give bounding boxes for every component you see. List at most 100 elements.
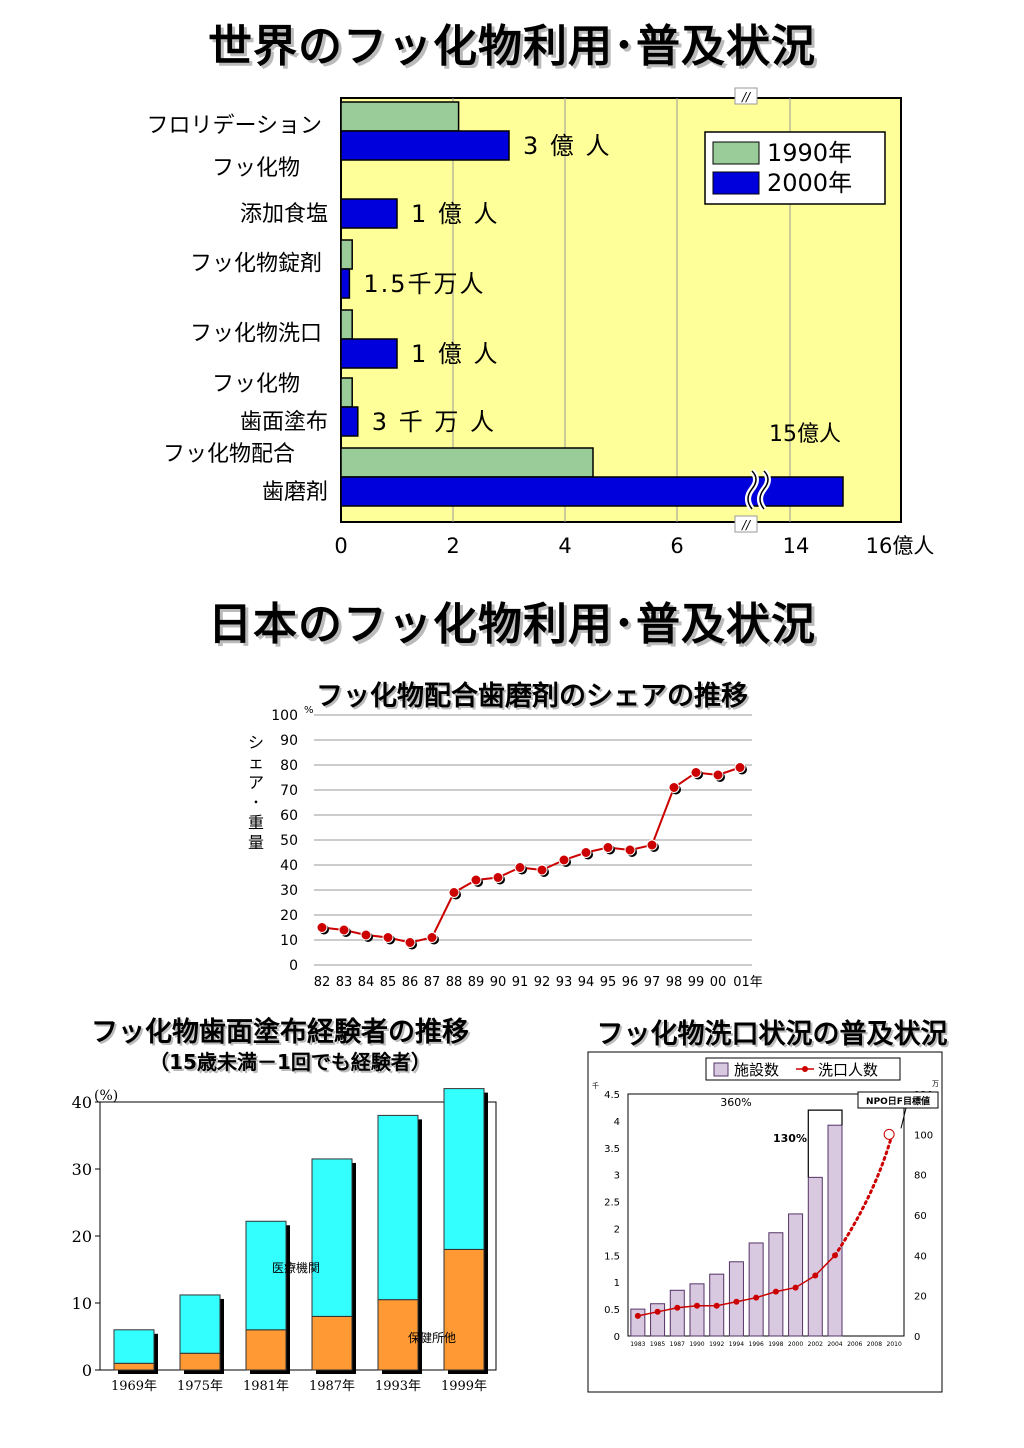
x-tick-label: 84	[358, 975, 375, 990]
bar-medical-institution	[113, 1329, 155, 1364]
category-label: フロリデーション	[146, 114, 322, 139]
bar-medical-institution	[443, 1088, 485, 1250]
x-tick-label: 1994	[729, 1341, 744, 1348]
participant-point	[694, 1302, 700, 1309]
bar-1990	[340, 101, 460, 132]
y-tick-label: 90	[280, 733, 298, 749]
x-tick-label: 01年	[733, 975, 763, 990]
bar-medical-institution	[179, 1294, 221, 1354]
legend-swatch	[712, 171, 760, 195]
y-tick-label: 30	[72, 1160, 92, 1179]
left-tick-label: 4	[614, 1117, 620, 1128]
bar-medical-institution	[377, 1114, 419, 1301]
category-label: 歯面塗布	[240, 410, 328, 435]
y-tick-label: 40	[72, 1093, 92, 1112]
category-label: フッ化物	[212, 372, 300, 397]
left-tick-label: 1.5	[604, 1251, 620, 1262]
right-tick-label: 40	[914, 1251, 927, 1262]
y-tick-label: 20	[280, 908, 298, 924]
axis-break-label-top: //	[741, 90, 752, 104]
x-tick-label: 83	[336, 975, 353, 990]
annotation-130: 130%	[773, 1132, 807, 1145]
participant-point	[674, 1304, 681, 1311]
legend-swatch-point	[802, 1066, 808, 1072]
mouthrinse-combo-chart: 00.511.522.533.544.5020406080100120千万198…	[587, 1051, 943, 1393]
facility-bar	[669, 1289, 685, 1337]
left-tick-label: 1	[614, 1278, 620, 1289]
data-point	[646, 839, 658, 851]
x-tick-label: 87	[424, 975, 441, 990]
plot-area	[99, 1101, 497, 1371]
data-point	[316, 922, 328, 933]
x-tick-label: 1985	[650, 1341, 665, 1348]
y-tick-label: 100	[271, 708, 298, 724]
y-tick-label: 60	[280, 808, 298, 824]
data-point	[470, 874, 482, 886]
data-label: 1 億 人	[411, 200, 500, 228]
x-tick-label: 6	[670, 534, 683, 558]
page-title-japan: 日本のフッ化物利用･普及状況	[208, 599, 816, 650]
facility-bar	[788, 1213, 804, 1337]
topical-application-stacked-bar-chart: 0 10 20 30 40 (%) 1969年 1975年 1981年 1987年 1993年 199…	[72, 1088, 497, 1394]
participant-point	[733, 1298, 740, 1305]
x-tick-label: 1987	[670, 1341, 685, 1348]
category-label: フッ化物	[212, 156, 300, 181]
x-tick-label: 2010	[887, 1341, 902, 1348]
data-point	[382, 932, 394, 943]
bar-health-center	[311, 1315, 353, 1371]
participant-point	[772, 1288, 779, 1295]
x-tick-label: 1993年	[375, 1379, 421, 1394]
data-point	[536, 864, 548, 876]
facility-bar	[748, 1242, 764, 1337]
left-tick-label: 2.5	[604, 1198, 620, 1209]
left-tick-label: 4.5	[604, 1090, 620, 1101]
x-tick-label: 14	[783, 534, 810, 558]
x-tick-label: 2	[446, 534, 459, 558]
x-tick-label: 1983	[630, 1341, 645, 1348]
target-marker	[883, 1128, 895, 1140]
category-label: 歯磨剤	[262, 480, 328, 505]
x-tick-label: 93	[556, 975, 573, 990]
y-tick-label: 0	[289, 958, 298, 974]
y-axis-label: シェア･重量	[248, 733, 264, 852]
y-tick-label: 10	[72, 1294, 92, 1313]
data-point	[580, 847, 592, 858]
participant-point	[812, 1272, 819, 1279]
legend-swatch	[712, 141, 760, 165]
x-tick-label: 2006	[847, 1341, 862, 1348]
y-tick-label: 80	[280, 758, 298, 774]
bar-1990	[340, 377, 353, 408]
series-label: 保健所他	[408, 1331, 456, 1345]
category-label: 添加食塩	[240, 202, 328, 227]
bar-health-center	[443, 1248, 485, 1371]
bar-2000	[340, 406, 359, 437]
data-point	[668, 782, 680, 793]
x-tick-label: 96	[622, 975, 639, 990]
growth-bracket	[807, 1109, 843, 1178]
axis-break-marker-top	[734, 87, 758, 105]
left-tick-label: 3	[614, 1171, 620, 1182]
bar-health-center	[245, 1329, 287, 1371]
x-tick-label: 2004	[827, 1341, 842, 1348]
y-tick-label: 40	[280, 858, 298, 874]
right-tick-label: 20	[914, 1292, 927, 1303]
y-tick-label: 70	[280, 783, 298, 799]
x-tick-label: 2000	[788, 1341, 803, 1348]
data-point	[624, 844, 636, 856]
x-tick-label: 82	[314, 975, 331, 990]
left-tick-label: 0	[614, 1332, 620, 1343]
category-label: フッ化物配合	[163, 442, 295, 467]
left-tick-label: 0.5	[604, 1305, 620, 1316]
right-tick-label: 80	[914, 1171, 927, 1182]
axis-break-label-bottom: //	[741, 518, 752, 532]
projection-dotted-line	[833, 1132, 894, 1257]
right-tick-label: 100	[914, 1130, 933, 1141]
data-point	[690, 767, 702, 778]
x-tick-label: 1996	[749, 1341, 764, 1348]
bar-1990	[340, 309, 353, 340]
topical-application-chart-subtitle: （15歳未満－1回でも経験者）	[149, 1050, 431, 1074]
data-point	[426, 932, 438, 943]
facility-bar	[827, 1124, 843, 1337]
x-tick-label: 4	[558, 534, 571, 558]
